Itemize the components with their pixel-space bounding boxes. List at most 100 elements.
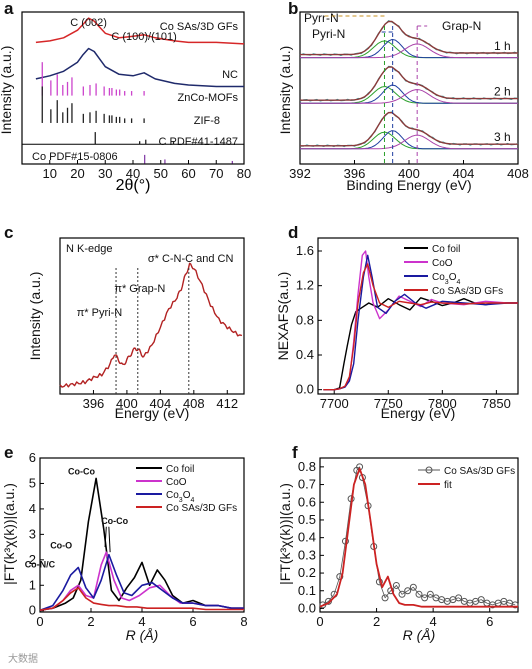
panel-f-xtick-label: 2	[373, 614, 380, 629]
panel-e-series-line	[39, 586, 244, 611]
panel-b-raw-spectrum	[299, 111, 519, 148]
panel-a-xtick-label: 20	[70, 166, 84, 181]
panel-d-ytick-label: 0.8	[296, 312, 314, 327]
panel-b-grapN-peak	[300, 43, 518, 59]
panel-b-xtick-label: 408	[507, 166, 529, 181]
panel-c-xtick-label: 396	[83, 396, 105, 411]
panel-a-series-line	[35, 17, 245, 45]
panel-e-ytick-label: 4	[29, 501, 36, 516]
panel-e-xtick-label: 4	[138, 614, 145, 629]
panel-d-xtick-label: 7700	[320, 396, 349, 411]
panel-e-pointer	[104, 526, 107, 548]
panel-d-legend-label: Co3O4	[432, 272, 460, 286]
panel-b-grapN-peak	[300, 134, 518, 150]
panel-f-data-line	[322, 466, 516, 606]
panel-b-grapN-peak	[300, 89, 518, 104]
panel-b-legend-grapN: Grap-N	[442, 19, 481, 33]
panel-letter-d: d	[288, 223, 298, 242]
panel-f-xtick-label: 4	[430, 614, 437, 629]
panel-a-xtick-label: 80	[237, 166, 251, 181]
panel-a-series-label: C PDF#41-1487	[159, 136, 239, 148]
panel-c-frame	[59, 237, 245, 395]
panel-c-title: N K-edge	[66, 243, 112, 255]
panel-f-legend-label: Co SAs/3D GFs	[444, 466, 515, 477]
panel-b-time-label: 3 h	[494, 130, 511, 144]
panel-f-fit-line	[319, 467, 518, 608]
panel-f-ytick-label: 0.7	[298, 477, 316, 492]
panel-f-data-point	[392, 581, 400, 589]
panel-f-xtick-label: 0	[316, 614, 323, 629]
panel-e-annotation: Co-Co	[68, 467, 95, 477]
panel-b-fit-envelope	[300, 66, 518, 101]
panel-b-fit-envelope	[300, 20, 518, 56]
panel-f-data-point	[477, 596, 485, 604]
panel-e-xtick-label: 0	[36, 614, 43, 629]
panel-f-xtick-label: 6	[486, 614, 493, 629]
panel-c-xtick-label: 404	[150, 396, 172, 411]
panel-e-xtick-label: 6	[189, 614, 196, 629]
panel-f-data-point	[455, 594, 463, 602]
panel-e-annotation: Co-O	[50, 540, 72, 550]
panel-e-pointer	[108, 526, 111, 553]
panel-f-data-point	[324, 597, 332, 605]
panel-a-xtick-label: 50	[154, 166, 168, 181]
panel-b-xlabel: Binding Energy (eV)	[346, 177, 471, 193]
panel-d-legend-label: Co foil	[432, 244, 460, 255]
panel-f-data-point	[336, 573, 344, 581]
panel-e-legend-label: Co3O4	[166, 490, 194, 504]
panel-f-ytick-label: 0.6	[298, 494, 316, 509]
panel-d-frame	[317, 237, 519, 395]
panel-d-series-line	[323, 254, 518, 391]
panel-c-spectrum	[59, 262, 243, 388]
panel-e-ytick-label: 6	[29, 450, 36, 465]
watermark-text: 大数据	[8, 652, 38, 665]
panel-e-legend-label: CoO	[166, 477, 187, 488]
panel-e-ytick-label: 2	[29, 552, 36, 567]
panel-a-series-label: Co SAs/3D GFs	[160, 21, 239, 33]
panel-b-time-label: 1 h	[494, 39, 511, 53]
panel-d-xtick-label: 7750	[374, 396, 403, 411]
panel-a-xtick-label: 60	[181, 166, 195, 181]
panel-d-legend-label: CoO	[432, 258, 453, 269]
panel-c-annotation: σ* C-N-C and CN	[148, 253, 234, 265]
panel-a-series-label: NC	[222, 69, 238, 81]
panel-c-annotation: π* Pyri-N	[77, 307, 123, 319]
panel-a-ylabel: Intensity (a.u.)	[0, 46, 14, 135]
panel-d-xtick-label: 7850	[482, 396, 511, 411]
panel-d-ytick-label: 0.0	[296, 382, 314, 397]
panel-f-data-point	[398, 590, 406, 598]
panel-b-legend-pyriN: Pyri-N	[312, 27, 345, 41]
panel-f-data-point	[511, 601, 519, 609]
panel-a-series-line	[35, 47, 244, 88]
panel-e-xtick-label: 8	[240, 614, 247, 629]
panel-f-ytick-label: 0.8	[298, 459, 316, 474]
panel-f-ytick-label: 0.3	[298, 547, 316, 562]
panel-b-xtick-label: 404	[453, 166, 475, 181]
panel-e-annotation: Co-Co	[101, 516, 128, 526]
panel-b-xtick-label: 392	[289, 166, 311, 181]
panel-d-xtick-label: 7800	[428, 396, 457, 411]
panel-d-series-line	[323, 263, 518, 391]
panel-c-ylabel: Intensity (a.u.)	[27, 272, 43, 361]
panel-c-xtick-label: 408	[183, 396, 205, 411]
panel-e-series-line	[39, 551, 244, 611]
panel-e-series-line	[39, 553, 244, 611]
panel-f-legend-label: fit	[444, 480, 452, 491]
panel-letter-c: c	[4, 223, 13, 242]
panel-a-xlabel: 2θ(°)	[116, 177, 151, 194]
panel-e-annotation: Co-N/C	[25, 559, 56, 569]
panel-d-ytick-label: 1.6	[296, 243, 314, 258]
panel-f-ytick-label: 0.0	[298, 600, 316, 615]
panel-b-raw-spectrum	[299, 65, 519, 102]
panel-f-data-point	[415, 590, 423, 598]
panel-d-ylabel: NEXAFS(a.u.)	[275, 272, 291, 361]
panel-b-legend-pyrrN: Pyrr-N	[304, 11, 339, 25]
panel-letter-a: a	[4, 0, 14, 18]
panel-f-ytick-label: 0.2	[298, 565, 316, 580]
panel-b-xtick-label: 396	[344, 166, 366, 181]
panel-e-ytick-label: 5	[29, 475, 36, 490]
panel-f-data-point	[409, 583, 417, 591]
panel-f-data-point	[404, 587, 412, 595]
panel-e-legend-label: Co foil	[166, 464, 194, 475]
panel-a-xtick-label: 30	[98, 166, 112, 181]
